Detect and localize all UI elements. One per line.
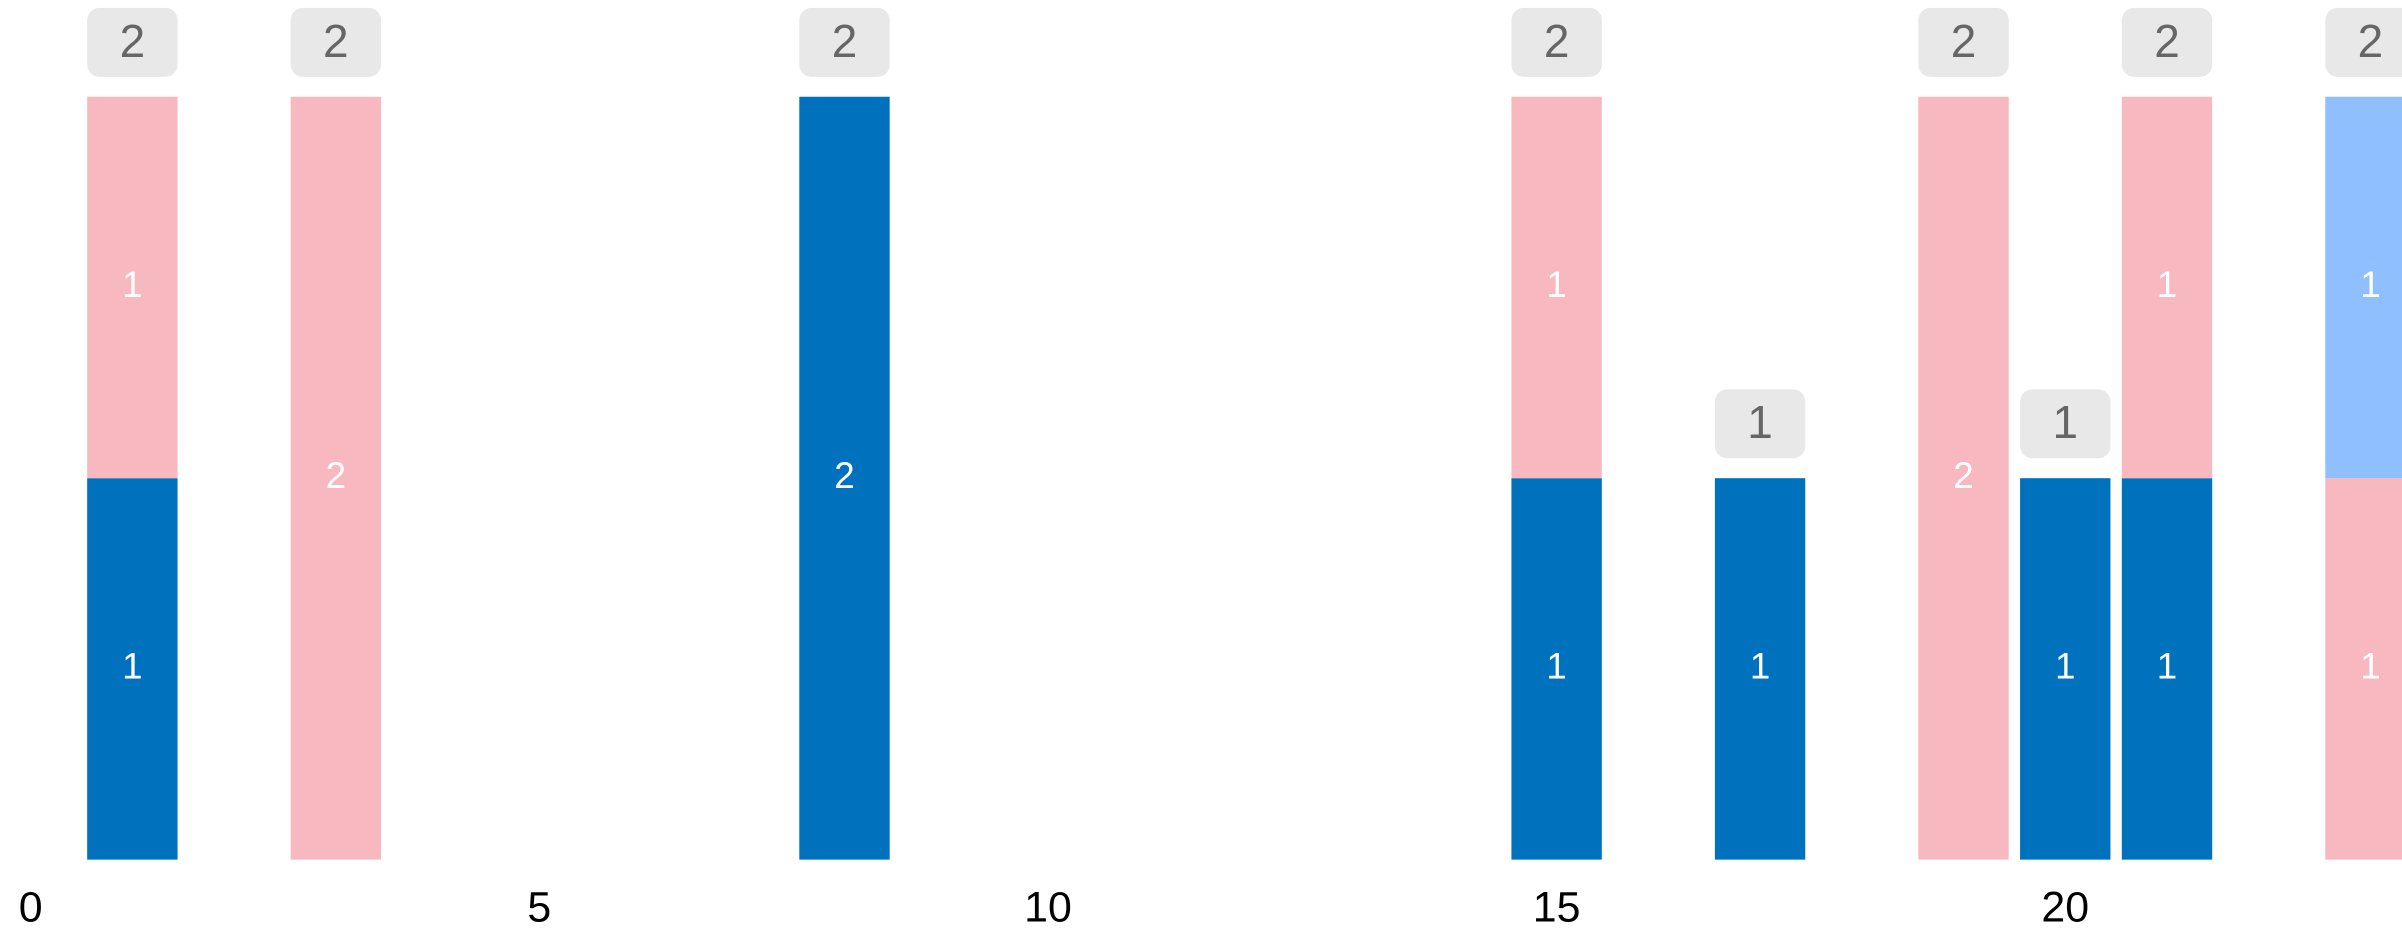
total-badge [2020,389,2111,459]
total-badge [2325,7,2402,77]
bar-segment [1918,96,2009,860]
total-label: 2 [2358,15,2384,67]
total-badge [1511,7,1602,77]
bar-segment [2325,478,2402,860]
total-label: 2 [1951,15,1977,67]
total-label: 2 [1544,15,1570,67]
segment-label: 1 [1750,646,1770,687]
x-tick-label: 5 [527,884,551,932]
total-badge [2121,7,2213,77]
total-label: 2 [2154,15,2180,67]
bar-segment [87,478,178,860]
bar-segment [290,96,382,860]
segment-label: 2 [834,455,854,496]
x-tick-label: 20 [2041,884,2089,932]
total-label: 1 [1747,396,1773,448]
bar-segment [2325,96,2402,479]
x-tick-label: 10 [1024,884,1072,932]
total-label: 2 [120,15,146,67]
x-tick-label: 15 [1533,884,1581,932]
segment-label: 1 [2360,646,2380,687]
segment-label: 1 [1546,646,1566,687]
total-label: 2 [832,15,858,67]
segment-label: 1 [122,646,142,687]
segment-label: 1 [2360,264,2380,305]
bar-segment [2121,478,2213,860]
segment-label: 1 [1546,264,1566,305]
total-label: 1 [2052,396,2078,448]
total-badge [290,7,382,77]
x-tick-label: 0 [19,884,43,932]
bar-segment [1511,96,1602,479]
bar-segment [2121,96,2213,479]
bar-segment [799,96,890,860]
segment-label: 1 [2055,646,2075,687]
total-badge [87,7,178,77]
bar-segment [2020,478,2111,860]
segment-label: 1 [2157,646,2177,687]
bar-segment [87,96,178,479]
segment-label: 2 [1953,455,1973,496]
bar-segment [1714,478,1806,860]
total-label: 2 [323,15,349,67]
segment-label: 1 [122,264,142,305]
segment-label: 2 [326,455,346,496]
total-badge [799,7,890,77]
total-badge [1918,7,2009,77]
segment-label: 1 [2157,264,2177,305]
bar-segment [1511,478,1602,860]
total-badge [1714,389,1806,459]
